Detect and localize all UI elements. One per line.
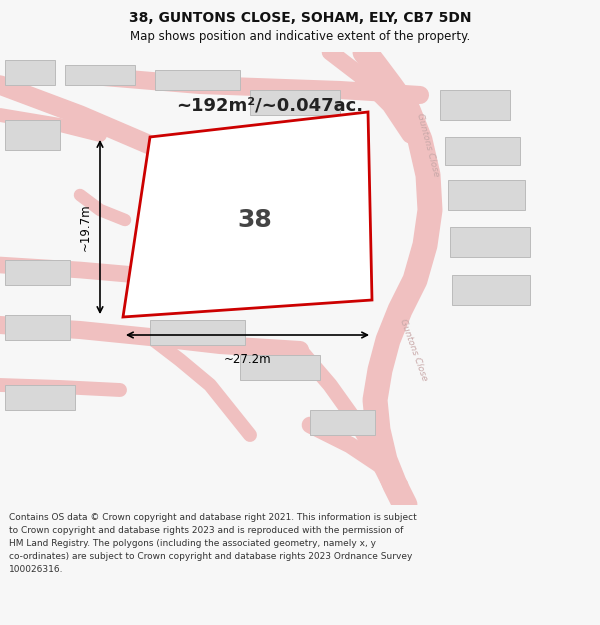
Polygon shape bbox=[123, 112, 372, 317]
Polygon shape bbox=[250, 90, 340, 115]
Polygon shape bbox=[448, 180, 525, 210]
Text: ~27.2m: ~27.2m bbox=[224, 353, 271, 366]
Text: 38, GUNTONS CLOSE, SOHAM, ELY, CB7 5DN: 38, GUNTONS CLOSE, SOHAM, ELY, CB7 5DN bbox=[129, 11, 471, 26]
Polygon shape bbox=[5, 385, 75, 410]
Text: ~19.7m: ~19.7m bbox=[79, 203, 92, 251]
Polygon shape bbox=[150, 275, 240, 300]
Text: Contains OS data © Crown copyright and database right 2021. This information is : Contains OS data © Crown copyright and d… bbox=[9, 513, 417, 574]
Polygon shape bbox=[65, 65, 135, 85]
Text: Guntons Close: Guntons Close bbox=[415, 112, 440, 178]
Polygon shape bbox=[165, 180, 205, 200]
Polygon shape bbox=[450, 227, 530, 257]
Polygon shape bbox=[240, 355, 320, 380]
Polygon shape bbox=[5, 60, 55, 85]
Text: 38: 38 bbox=[238, 208, 272, 232]
Polygon shape bbox=[452, 275, 530, 305]
Text: Guntons Close: Guntons Close bbox=[398, 318, 429, 382]
Polygon shape bbox=[150, 320, 245, 345]
Polygon shape bbox=[210, 160, 310, 185]
Polygon shape bbox=[5, 260, 70, 285]
Polygon shape bbox=[310, 410, 375, 435]
Text: ~192m²/~0.047ac.: ~192m²/~0.047ac. bbox=[176, 96, 364, 114]
Polygon shape bbox=[440, 90, 510, 120]
Polygon shape bbox=[155, 70, 240, 90]
Polygon shape bbox=[445, 137, 520, 165]
Polygon shape bbox=[5, 120, 60, 150]
Text: Map shows position and indicative extent of the property.: Map shows position and indicative extent… bbox=[130, 29, 470, 42]
Polygon shape bbox=[5, 315, 70, 340]
